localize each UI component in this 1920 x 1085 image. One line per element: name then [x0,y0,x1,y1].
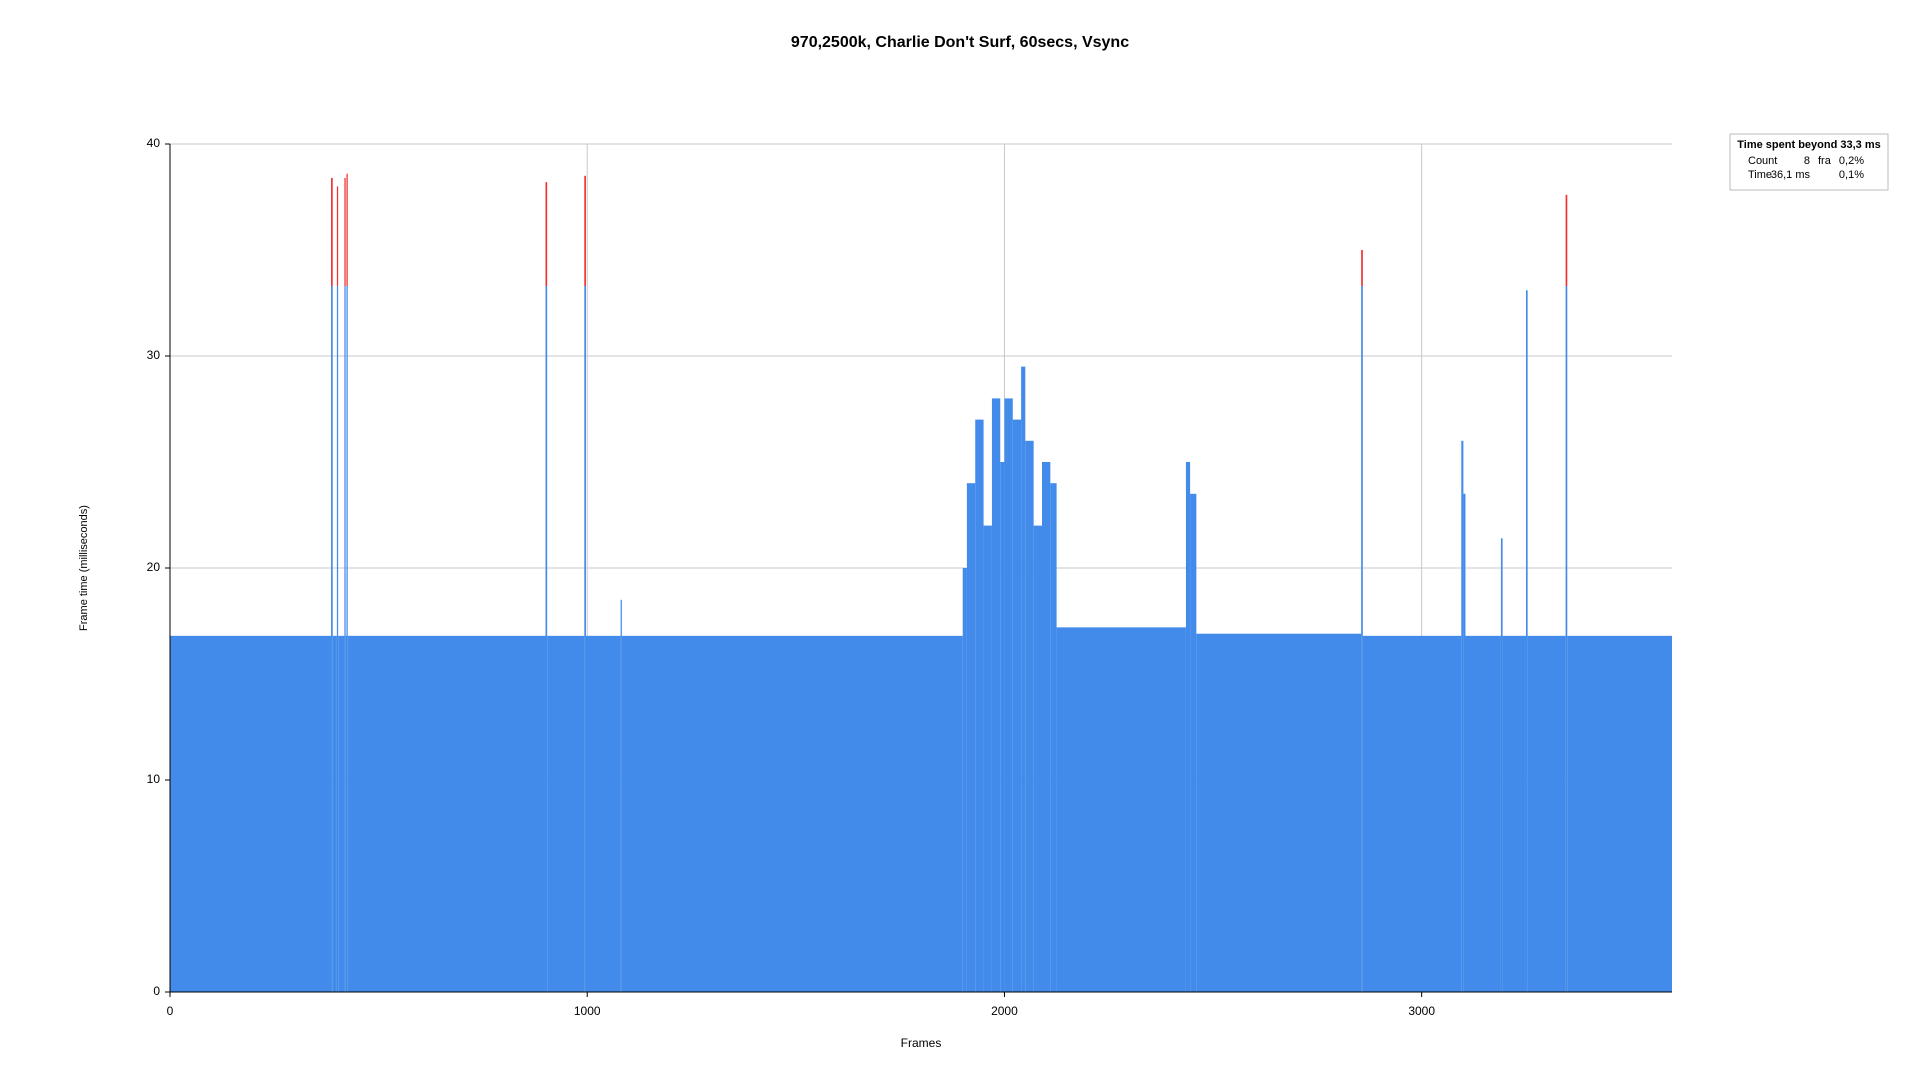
bars [170,173,1672,993]
bar [547,635,585,992]
x-tick-label: 3000 [1408,1004,1435,1018]
legend-cell: Count [1748,155,1777,167]
bar [332,635,337,992]
bar [1567,635,1672,992]
bar [1021,366,1026,993]
bar-over-threshold [1361,250,1363,287]
bar [1033,525,1042,992]
bar [585,635,621,992]
bar [347,635,546,992]
bar [1185,462,1191,992]
y-tick-label: 0 [153,984,160,998]
bar [344,286,346,992]
bar [1012,419,1022,993]
bar [1565,286,1568,992]
bar [1461,440,1464,992]
bar [1050,483,1057,992]
legend-title: Time spent beyond 33,3 ms [1737,139,1880,151]
legend: Time spent beyond 33,3 ms Count 8 fra 0,2% T… [1729,133,1889,191]
bar [983,525,992,992]
legend-cell: fra [1818,155,1832,167]
bar-over-threshold [336,186,339,287]
legend-cell: 0,2% [1839,155,1864,167]
y-axis-label: Frame time (milliseconds) [78,505,90,631]
chart-title: 970,2500k, Charlie Don't Surf, 60secs, V… [791,34,1129,51]
x-tick-label: 0 [167,1004,174,1018]
legend-cell: 0,1% [1839,169,1864,181]
bar-over-threshold [584,175,586,287]
y-tick-label: 10 [147,772,161,786]
legend-cell: 36,1 ms [1771,169,1811,181]
bar [346,286,348,992]
y-tick-label: 30 [147,348,161,362]
bar [331,286,333,992]
bar-over-threshold [1565,194,1568,287]
bar [1465,635,1501,992]
bar [991,398,1001,992]
bar [962,568,967,992]
bar [1025,440,1034,992]
bar [1525,290,1528,992]
y-tick-label: 20 [147,560,161,574]
bar [1056,627,1186,992]
bar [1190,493,1197,992]
bar [1502,635,1526,992]
bar [170,635,332,992]
bar [1527,635,1566,992]
x-axis-label: Frames [901,1036,942,1050]
bar [1361,286,1363,992]
bar [621,635,963,992]
x-tick-label: 2000 [991,1004,1018,1018]
bar [545,286,548,992]
legend-cell: Time [1748,169,1772,181]
bar [1463,493,1466,992]
bar-over-threshold [545,182,548,287]
bar [1362,635,1462,992]
bar [584,286,586,992]
bar [1004,398,1013,992]
bar [1041,462,1051,992]
bar-over-threshold [331,177,333,287]
legend-box [1729,133,1889,191]
bar [336,286,339,992]
x-tick-label: 1000 [574,1004,601,1018]
bar [975,419,984,993]
bar [1196,633,1362,992]
legend-cell: 8 [1804,155,1810,167]
bar [345,635,347,992]
bar [620,599,622,992]
bar [966,483,976,992]
bar [1000,462,1005,992]
y-tick-label: 40 [147,136,161,150]
bar [1500,538,1503,992]
bar-over-threshold [344,177,346,287]
bar-over-threshold [346,173,348,287]
bar [338,635,345,992]
